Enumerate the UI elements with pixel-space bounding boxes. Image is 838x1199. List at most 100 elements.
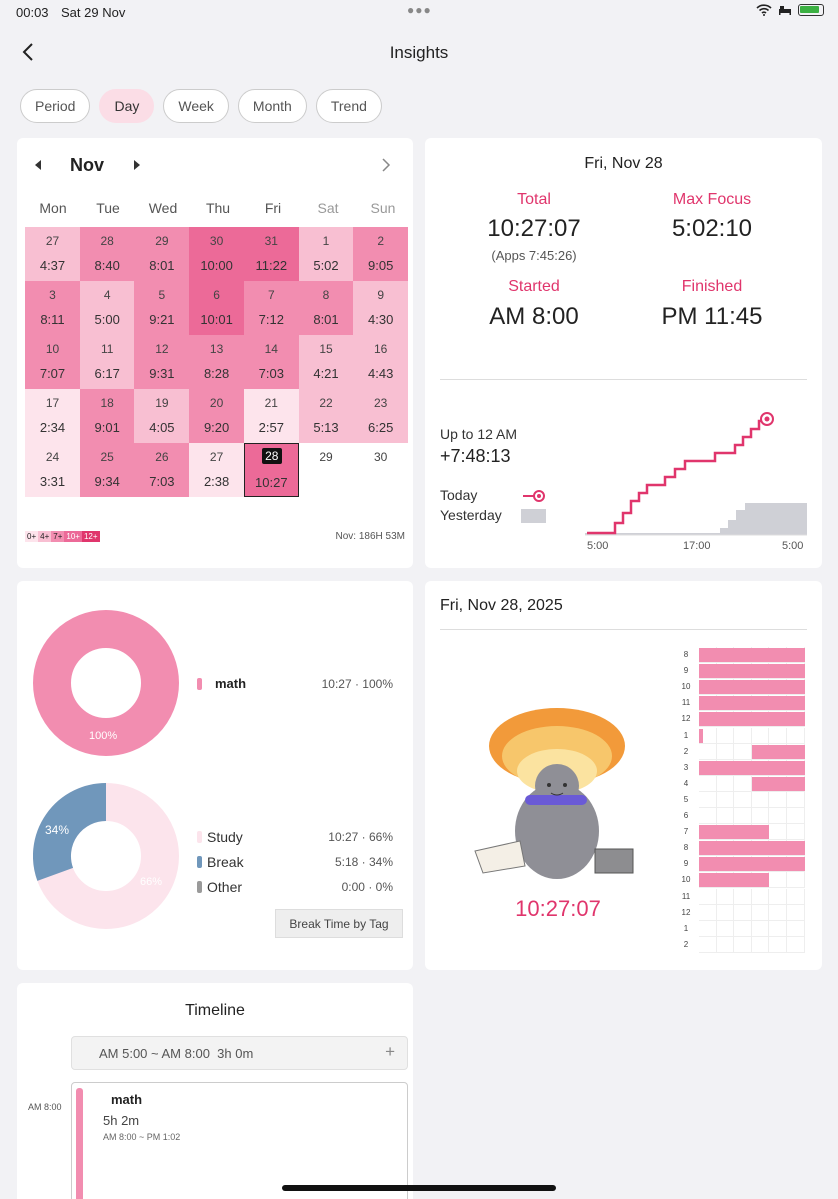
tab-trend[interactable]: Trend	[315, 89, 382, 123]
battery-icon	[798, 4, 824, 16]
calendar-day[interactable]: 28 10:27	[243, 443, 299, 497]
calendar-day[interactable]: 2 9:05	[353, 227, 409, 281]
day-number: 16	[374, 342, 388, 356]
calendar-day[interactable]: 8 8:01	[298, 281, 354, 335]
calendar-day[interactable]: 5 9:21	[134, 281, 190, 335]
day-duration: 11:22	[255, 258, 288, 273]
stats-date: Fri, Nov 28	[584, 155, 663, 172]
period-tabs: Period Day Week Month Trend	[20, 89, 382, 123]
hour-cell	[716, 920, 735, 937]
calendar-day[interactable]: 1 5:02	[298, 227, 354, 281]
day-duration: 9:21	[149, 312, 175, 327]
back-icon[interactable]	[20, 40, 38, 64]
hour-label: 9	[683, 666, 689, 676]
calendar-day[interactable]: 22 5:13	[298, 389, 354, 443]
calendar-day[interactable]: 20 9:20	[189, 389, 245, 443]
day-number: 14	[264, 342, 278, 356]
hour-cell	[716, 888, 735, 905]
day-duration: 3:31	[39, 474, 66, 489]
calendar-day[interactable]: 30	[353, 443, 408, 497]
hour-label: 12	[681, 714, 691, 724]
calendar-day[interactable]: 29	[299, 443, 354, 497]
hour-cell	[769, 904, 787, 921]
break-time-by-tag-button[interactable]: Break Time by Tag	[275, 909, 403, 938]
header: Insights	[0, 36, 838, 70]
hour-cell	[751, 808, 770, 825]
calendar-day[interactable]: 12 9:31	[134, 335, 190, 389]
day-number: 10	[45, 342, 60, 356]
calendar-day[interactable]: 4 5:00	[79, 281, 135, 335]
calendar-day[interactable]: 9 4:30	[353, 281, 409, 335]
calendar-day[interactable]: 28 8:40	[79, 227, 135, 281]
calendar-day[interactable]: 15 4:21	[298, 335, 354, 389]
day-number: 22	[319, 396, 333, 410]
calendar-day[interactable]: 3 8:11	[25, 281, 80, 335]
tab-period[interactable]: Period	[20, 89, 91, 123]
wifi-icon	[756, 4, 772, 16]
calendar-day[interactable]: 27 4:37	[25, 227, 80, 281]
day-duration: 9:05	[368, 258, 394, 273]
calendar-day[interactable]: 26 7:03	[134, 443, 190, 497]
x-tick-2: 17:00	[683, 540, 711, 552]
hour-cell	[769, 727, 787, 744]
chevron-right-icon[interactable]	[381, 157, 391, 173]
calendar-day[interactable]: 6 10:01	[189, 281, 245, 335]
hour-cell	[699, 808, 717, 825]
calendar-day[interactable]: 11 6:17	[79, 335, 135, 389]
calendar-day[interactable]: 29 8:01	[134, 227, 190, 281]
calendar-day[interactable]: 24 3:31	[25, 443, 80, 497]
day-number: 7	[267, 288, 275, 302]
upto-value: +7:48:13	[440, 446, 511, 466]
calendar-day[interactable]: 10 7:07	[25, 335, 80, 389]
calendar-day[interactable]: 25 9:34	[79, 443, 135, 497]
day-number: 12	[155, 342, 169, 356]
calendar-day[interactable]: 17 2:34	[25, 389, 80, 443]
calendar-day[interactable]: 14 7:03	[243, 335, 299, 389]
prev-month-icon[interactable]	[33, 159, 43, 171]
calendar-day[interactable]: 21 2:57	[243, 389, 299, 443]
hour-cell	[769, 920, 787, 937]
hour-grid: 8 9 10 11 12 1 2 3 4 5 6 7 8 9 10 11 12 1 2	[679, 641, 809, 959]
calendar-day[interactable]: 7 7:12	[243, 281, 299, 335]
subject-swatch	[197, 678, 202, 690]
day-duration: 8:01	[149, 258, 175, 273]
calendar-day[interactable]: 31 11:22	[243, 227, 299, 281]
hour-label: 10	[681, 682, 691, 692]
hour-cell	[716, 808, 735, 825]
hour-label: 3	[683, 762, 689, 772]
status-time: 00:03	[16, 5, 49, 20]
hour-label: 8	[683, 650, 689, 659]
day-number: 21	[264, 396, 278, 410]
tab-week[interactable]: Week	[163, 89, 229, 123]
calendar-day[interactable]: 18 9:01	[79, 389, 135, 443]
hour-label: 2	[683, 746, 689, 756]
hour-cell	[769, 824, 787, 841]
plus-icon[interactable]: +	[385, 1042, 395, 1061]
day-number: 28	[100, 234, 114, 248]
item-name: math	[111, 1092, 143, 1107]
legend-swatch: 7+	[51, 531, 65, 542]
hour-cell	[751, 888, 770, 905]
timeline-gap-row[interactable]: AM 5:00 ~ AM 8:00 3h 0m +	[71, 1036, 408, 1070]
mascot-illustration	[474, 708, 634, 879]
tab-month[interactable]: Month	[237, 89, 307, 123]
calendar-day[interactable]: 13 8:28	[189, 335, 245, 389]
day-number: 9	[377, 288, 385, 302]
calendar-day[interactable]: 27 2:38	[189, 443, 245, 497]
hour-cell	[751, 727, 770, 744]
home-indicator[interactable]	[282, 1185, 556, 1191]
calendar-day[interactable]: 16 4:43	[353, 335, 409, 389]
calendar-day[interactable]: 19 4:05	[134, 389, 190, 443]
item-color-bar	[76, 1088, 83, 1199]
timeline-item[interactable]: math 5h 2m AM 8:00 ~ PM 1:02	[71, 1082, 408, 1199]
multitask-dots-icon[interactable]: ●●●	[407, 3, 432, 17]
calendar-month: Nov	[70, 155, 105, 175]
calendar-day[interactable]: 30 10:00	[189, 227, 245, 281]
day-number: 24	[45, 450, 60, 464]
day-number: 6	[213, 288, 220, 302]
tab-day[interactable]: Day	[99, 89, 155, 123]
page-title: Insights	[389, 43, 449, 62]
next-month-icon[interactable]	[132, 159, 142, 171]
calendar-day[interactable]: 23 6:25	[353, 389, 409, 443]
day-number: 31	[264, 234, 278, 248]
